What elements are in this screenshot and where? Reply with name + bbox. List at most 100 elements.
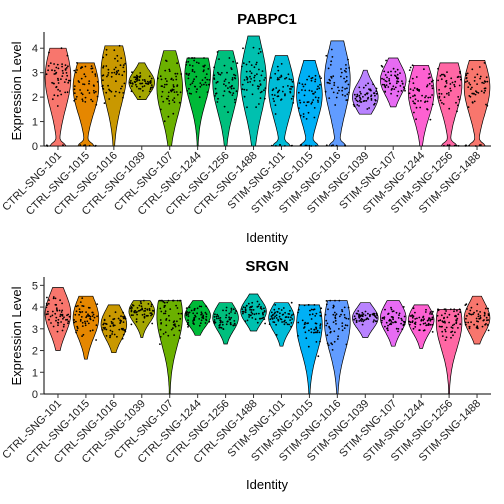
data-point	[365, 99, 368, 102]
data-point	[431, 103, 434, 106]
data-point	[483, 314, 486, 317]
data-point	[411, 321, 414, 324]
data-point	[456, 110, 458, 113]
data-point	[424, 311, 427, 313]
data-point	[273, 317, 276, 319]
data-point	[205, 313, 208, 316]
data-point	[199, 85, 202, 88]
data-point	[465, 74, 468, 77]
data-point	[366, 98, 369, 100]
data-point	[82, 333, 85, 336]
data-point	[187, 326, 189, 328]
data-point	[280, 309, 283, 311]
data-point	[191, 70, 194, 72]
data-point	[57, 67, 60, 70]
data-point	[47, 313, 49, 315]
data-point	[297, 311, 299, 314]
data-point	[288, 78, 291, 80]
data-point	[173, 91, 176, 93]
data-point	[202, 65, 205, 67]
data-point	[487, 307, 489, 310]
data-point	[73, 88, 76, 91]
data-point	[274, 315, 276, 318]
data-point	[150, 86, 152, 89]
data-point	[360, 317, 363, 320]
data-point	[356, 104, 359, 106]
data-point	[284, 93, 286, 96]
data-point	[392, 310, 395, 312]
data-point	[390, 308, 393, 311]
violin	[44, 287, 72, 351]
data-point	[425, 308, 427, 311]
data-point	[228, 312, 231, 315]
data-point	[56, 330, 59, 333]
data-point	[96, 303, 99, 305]
data-point	[62, 317, 64, 320]
x-axis: CTRL-SNG-101CTRL-SNG-1015CTRL-SNG-1016CT…	[0, 145, 491, 218]
data-point	[356, 100, 359, 103]
data-point	[331, 343, 334, 346]
data-point	[304, 83, 307, 86]
data-point	[270, 311, 273, 314]
data-point	[396, 68, 399, 71]
data-point	[161, 85, 164, 88]
data-point	[483, 319, 485, 321]
data-point	[242, 310, 245, 313]
data-point	[282, 307, 285, 309]
data-point	[67, 313, 70, 316]
data-point	[188, 311, 191, 314]
violin-points	[464, 62, 489, 147]
data-point	[228, 57, 231, 59]
data-point	[409, 315, 412, 317]
data-point	[116, 54, 119, 57]
violin-points	[45, 47, 71, 147]
data-point	[338, 328, 340, 330]
data-point	[469, 309, 472, 312]
data-point	[218, 58, 220, 60]
data-point	[347, 306, 350, 309]
violin	[72, 295, 100, 360]
violin	[268, 55, 295, 147]
data-point	[314, 74, 317, 77]
data-point	[449, 87, 452, 90]
data-point	[289, 319, 291, 321]
data-point	[142, 321, 145, 323]
data-point	[167, 91, 170, 94]
data-point	[314, 96, 317, 99]
data-point	[453, 308, 456, 311]
data-point	[429, 76, 431, 79]
data-point	[370, 97, 373, 100]
data-point	[135, 320, 138, 323]
data-point	[103, 328, 106, 330]
data-point	[90, 98, 92, 101]
data-point	[459, 76, 462, 78]
data-point	[52, 297, 55, 300]
data-point	[62, 72, 64, 74]
data-point	[456, 317, 459, 320]
data-point	[464, 144, 467, 147]
data-point	[118, 328, 121, 331]
data-point	[465, 317, 467, 320]
data-point	[454, 80, 457, 83]
data-point	[56, 105, 59, 107]
data-point	[76, 329, 78, 332]
data-point	[75, 305, 78, 308]
data-point	[132, 304, 135, 307]
data-point	[430, 313, 433, 315]
data-point	[254, 318, 257, 321]
data-point	[91, 71, 94, 73]
violin	[100, 45, 128, 147]
data-point	[305, 337, 308, 340]
data-point	[162, 333, 165, 335]
data-point	[244, 311, 247, 314]
data-point	[310, 145, 313, 147]
data-point	[392, 321, 394, 324]
data-point	[418, 90, 420, 92]
data-point	[411, 64, 414, 67]
data-point	[146, 308, 149, 311]
data-point	[78, 310, 81, 313]
data-point	[453, 144, 456, 147]
data-point	[246, 319, 249, 322]
data-point	[366, 93, 369, 95]
data-point	[484, 80, 487, 83]
